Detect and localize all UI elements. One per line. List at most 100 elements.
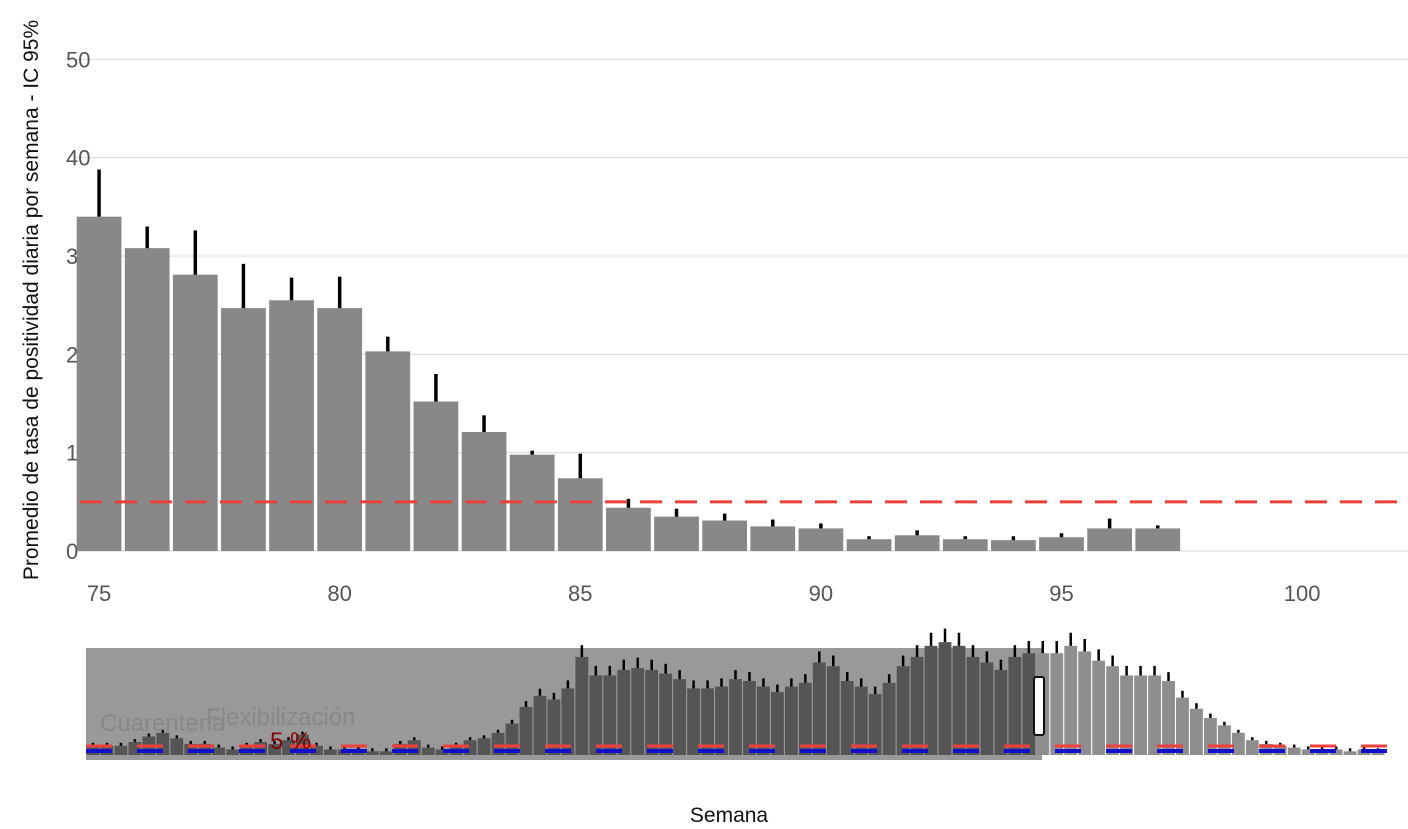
- overview-bar: [170, 738, 184, 755]
- x-axis-label: Semana: [690, 804, 769, 827]
- overview-bar: [575, 656, 589, 755]
- overview-bar: [952, 645, 966, 755]
- y-axis-label: Promedio de tasa de positividad diaria p…: [20, 20, 43, 580]
- x-tick-label: 75: [87, 581, 111, 606]
- x-tick-label: 100: [1284, 581, 1321, 606]
- overview-bar: [379, 751, 393, 755]
- overview-bar: [1371, 751, 1385, 755]
- overview-bar: [1064, 645, 1078, 755]
- overview-bar: [310, 745, 323, 755]
- overview-bar: [1176, 697, 1189, 755]
- overview-bar: [212, 747, 226, 755]
- overview-bar: [1231, 732, 1245, 755]
- bar: [1087, 528, 1133, 551]
- x-tick-label: 85: [568, 581, 592, 606]
- overview-bar: [812, 662, 826, 755]
- overview-bar: [1050, 653, 1064, 755]
- bar: [317, 308, 363, 551]
- overview-bar: [561, 688, 575, 755]
- overview-bar: [324, 749, 337, 755]
- bar: [221, 308, 266, 551]
- overview-bar: [128, 742, 142, 755]
- bar: [1039, 537, 1084, 551]
- bar: [557, 478, 603, 551]
- overview-bar: [1287, 747, 1301, 755]
- overview-bar: [1022, 653, 1036, 755]
- overview-bar: [840, 681, 854, 755]
- overview-bar: [924, 645, 938, 755]
- bar: [269, 300, 314, 551]
- overview-bar: [435, 749, 449, 755]
- overview-bar: [784, 686, 798, 755]
- x-tick-label: 80: [327, 581, 351, 606]
- error-bars: [97, 169, 1160, 541]
- overview-bar: [770, 692, 784, 755]
- overview-bar: [1008, 656, 1022, 755]
- x-tick-labels: 75 80 85 90 95 100: [87, 581, 1321, 606]
- overview-bar: [519, 706, 533, 755]
- overview-bar: [966, 656, 980, 755]
- overview-bar: [603, 675, 617, 755]
- overview-bar: [589, 675, 603, 755]
- overview-bar: [1301, 749, 1315, 755]
- overview-bar: [1329, 749, 1343, 755]
- overview-bar: [994, 669, 1008, 755]
- overview-bar: [1217, 725, 1231, 755]
- overview-bar: [1162, 681, 1175, 755]
- bar: [991, 540, 1036, 551]
- overview-bar: [1134, 675, 1147, 755]
- bar: [461, 432, 507, 551]
- overview-bar: [547, 699, 561, 755]
- overview-bar: [533, 695, 547, 755]
- overview-bar: [868, 693, 882, 755]
- bar: [124, 248, 170, 551]
- overview-bar: [715, 686, 728, 755]
- overview-bar: [226, 749, 240, 755]
- bar: [76, 216, 122, 551]
- y-tick-label: 50: [66, 47, 90, 72]
- overview-bar: [365, 751, 379, 755]
- overview-annotation: Flexibilización: [206, 704, 355, 731]
- bars: [76, 216, 1181, 551]
- overview-bar: [757, 686, 770, 755]
- overview-bar: [743, 681, 756, 755]
- overview-bar: [477, 738, 491, 755]
- overview-bar: [617, 669, 631, 755]
- x-tick-label: 90: [809, 581, 833, 606]
- y-tick-label: 0: [66, 539, 78, 564]
- overview-bar: [1245, 740, 1259, 755]
- overview-bar: [1343, 751, 1357, 755]
- overview-bar: [268, 743, 281, 755]
- bar: [606, 507, 651, 551]
- overview-bar: [701, 688, 714, 755]
- overview-bar: [854, 686, 868, 755]
- overview-bar: [631, 668, 645, 755]
- overview-bar: [687, 688, 701, 755]
- overview-range-handle[interactable]: [1033, 676, 1045, 736]
- bar: [702, 520, 748, 551]
- overview-bar: [798, 682, 812, 755]
- overview-bar: [421, 747, 435, 755]
- bar: [894, 535, 940, 551]
- overview-bar: [1106, 666, 1120, 755]
- overview-bar: [882, 682, 896, 755]
- overview-bar: [1148, 675, 1161, 755]
- bar: [172, 274, 218, 551]
- overview-annotation: Cuarentena: [100, 710, 226, 737]
- overview-bar: [645, 669, 659, 755]
- overview-bar: [1078, 651, 1092, 755]
- overview-annotation: 5 %: [270, 728, 311, 755]
- bar: [942, 539, 988, 551]
- overview-bar: [659, 673, 673, 755]
- overview-bar: [729, 679, 742, 755]
- overview-bar: [910, 656, 924, 755]
- bar: [846, 539, 892, 551]
- bar: [750, 526, 796, 551]
- bar: [413, 401, 459, 551]
- overview-bar: [938, 642, 952, 755]
- overview-bar: [673, 679, 687, 755]
- overview-bar: [1120, 675, 1134, 755]
- bar: [654, 516, 699, 551]
